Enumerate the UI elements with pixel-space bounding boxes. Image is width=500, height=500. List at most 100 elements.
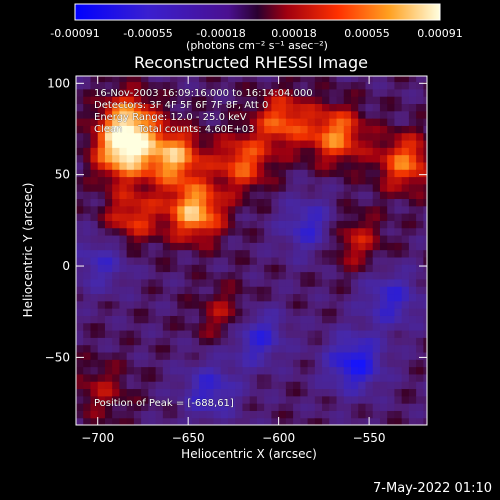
heatmap-cell	[423, 329, 427, 338]
heatmap-cell	[293, 329, 301, 338]
heatmap-cell	[351, 329, 359, 338]
heatmap-cell	[372, 110, 381, 119]
heatmap-cell	[416, 234, 424, 243]
heatmap-cell	[401, 154, 410, 163]
heatmap-cell	[133, 198, 142, 207]
chart-title: Reconstructed RHESSI Image	[134, 53, 368, 72]
heatmap-cell	[213, 76, 222, 83]
heatmap-cell	[220, 88, 229, 97]
heatmap-cell	[322, 373, 330, 382]
heatmap-cell	[307, 132, 316, 141]
heatmap-cell	[119, 381, 128, 390]
heatmap-cell	[314, 191, 323, 200]
heatmap-cell	[126, 344, 135, 353]
heatmap-cell	[242, 191, 251, 200]
heatmap-cell	[184, 293, 193, 302]
heatmap-cell	[162, 81, 171, 90]
heatmap-cell	[351, 256, 359, 265]
heatmap-cell	[227, 88, 236, 97]
heatmap-cell	[112, 147, 121, 156]
heatmap-cell	[184, 132, 193, 141]
heatmap-cell	[256, 373, 265, 382]
heatmap-cell	[206, 220, 215, 229]
heatmap-cell	[278, 147, 287, 156]
heatmap-cell	[408, 103, 417, 112]
heatmap-cell	[148, 76, 157, 83]
heatmap-cell	[148, 293, 157, 302]
heatmap-cell	[285, 359, 294, 368]
heatmap-cell	[264, 88, 273, 97]
heatmap-cell	[126, 278, 135, 287]
heatmap-cell	[394, 388, 403, 397]
heatmap-cell	[119, 132, 128, 141]
heatmap-cell	[293, 351, 301, 360]
heatmap-cell	[343, 110, 352, 119]
heatmap-cell	[206, 213, 215, 221]
heatmap-cell	[365, 249, 374, 258]
heatmap-cell	[133, 293, 142, 302]
heatmap-cell	[343, 125, 352, 134]
heatmap-cell	[408, 373, 417, 382]
heatmap-cell	[76, 242, 84, 251]
heatmap-cell	[379, 256, 388, 265]
heatmap-cell	[365, 81, 374, 90]
annotation-energy-range: Energy Range: 12.0 - 25.0 keV	[94, 112, 247, 123]
heatmap-cell	[220, 125, 229, 134]
heatmap-cell	[227, 293, 236, 302]
heatmap-cell	[394, 271, 403, 280]
heatmap-cell	[351, 359, 359, 368]
heatmap-cell	[126, 213, 135, 221]
heatmap-cell	[199, 132, 207, 141]
heatmap-cell	[293, 183, 301, 192]
heatmap-cell	[372, 96, 381, 105]
heatmap-cell	[76, 176, 84, 185]
heatmap-cell	[387, 242, 396, 251]
heatmap-cell	[206, 359, 215, 368]
heatmap-cell	[379, 293, 388, 302]
heatmap-cell	[271, 176, 280, 185]
heatmap-cell	[76, 191, 84, 200]
heatmap-cell	[264, 322, 273, 331]
heatmap-cell	[314, 381, 323, 390]
heatmap-cell	[206, 344, 215, 353]
heatmap-cell	[206, 88, 215, 97]
heatmap-cell	[401, 198, 410, 207]
heatmap-cell	[278, 118, 287, 126]
heatmap-cell	[300, 198, 309, 207]
heatmap-cell	[213, 417, 222, 425]
heatmap-cell	[83, 169, 92, 178]
heatmap-cell	[387, 139, 396, 148]
heatmap-cell	[220, 110, 229, 119]
heatmap-cell	[322, 139, 330, 148]
heatmap-cell	[148, 205, 157, 214]
heatmap-cell	[119, 213, 128, 221]
heatmap-cell	[394, 381, 403, 390]
heatmap-cell	[191, 110, 200, 119]
heatmap-cell	[401, 271, 410, 280]
heatmap-cell	[184, 220, 193, 229]
heatmap-cell	[293, 403, 301, 411]
heatmap-cell	[394, 125, 403, 134]
heatmap-cell	[387, 344, 396, 353]
heatmap-cell	[141, 110, 149, 119]
heatmap-cell	[191, 125, 200, 134]
heatmap-cell	[300, 271, 309, 280]
heatmap-cell	[97, 227, 106, 236]
heatmap-cell	[76, 322, 84, 331]
heatmap-cell	[372, 403, 381, 411]
heatmap-cell	[206, 118, 215, 126]
heatmap-cell	[126, 176, 135, 185]
heatmap-cell	[365, 337, 374, 346]
heatmap-cell	[408, 395, 417, 404]
heatmap-cell	[401, 191, 410, 200]
heatmap-cell	[206, 315, 215, 324]
heatmap-cell	[394, 344, 403, 353]
heatmap-cell	[372, 176, 381, 185]
heatmap-cell	[191, 103, 200, 112]
heatmap-cell	[329, 191, 338, 200]
heatmap-cell	[343, 403, 352, 411]
heatmap-cell	[184, 161, 193, 170]
heatmap-cell	[170, 161, 178, 170]
heatmap-cell	[285, 351, 294, 360]
heatmap-cell	[191, 286, 200, 295]
